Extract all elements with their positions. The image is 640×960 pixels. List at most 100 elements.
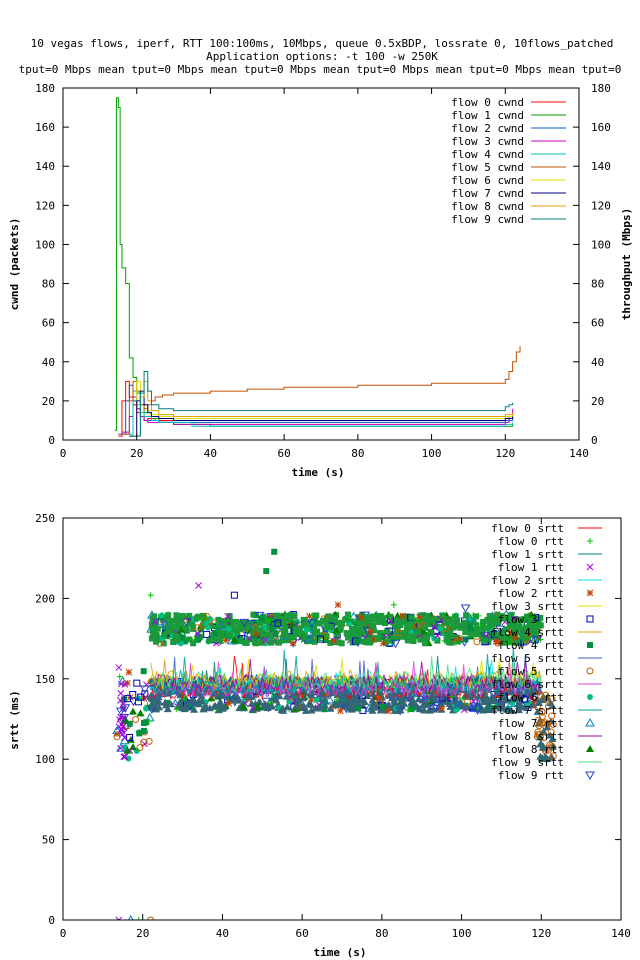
rtt-point [453, 699, 464, 709]
y2-tick-label: 60 [591, 317, 604, 330]
rtt-point [507, 620, 514, 627]
y2-tick-label: 20 [591, 395, 604, 408]
rtt-point [123, 679, 131, 687]
rtt-point [415, 628, 422, 635]
rtt-point [346, 620, 353, 627]
cwnd-series-group [114, 97, 521, 437]
rtt-point [384, 707, 392, 715]
rtt-point [446, 702, 455, 710]
rtt-point [296, 625, 303, 632]
rtt-point [181, 702, 190, 710]
rtt-point [251, 638, 258, 645]
rtt-point [345, 704, 354, 712]
srtt-series-line-7 [150, 646, 542, 695]
rtt-point [434, 696, 445, 706]
rtt-point [380, 615, 387, 622]
rtt-point [462, 702, 469, 709]
rtt-point [454, 617, 461, 624]
rtt-point [548, 742, 557, 750]
rtt-point [161, 631, 168, 638]
rtt-point [198, 697, 207, 705]
rtt-point [541, 719, 549, 727]
rtt-point [384, 701, 393, 709]
legend-entry: flow 6 srtt [491, 678, 564, 691]
rtt-point [448, 639, 455, 646]
rtt-point [496, 614, 503, 621]
rtt-point [537, 739, 546, 747]
rtt-point [220, 703, 229, 711]
rtt-point [151, 633, 158, 640]
rtt-point [243, 639, 250, 646]
rtt-point [132, 716, 140, 724]
rtt-point [393, 629, 400, 636]
rtt-point [379, 633, 386, 640]
rtt-point [479, 632, 486, 639]
rtt-point [211, 701, 220, 709]
rtt-point [490, 695, 499, 703]
legend-entry: flow 3 srtt [491, 600, 564, 613]
rtt-point [398, 698, 407, 706]
rtt-point [370, 627, 377, 634]
rtt-point [317, 635, 325, 643]
rtt-point [433, 616, 440, 623]
rtt-point [416, 613, 423, 621]
y-tick-label: 180 [35, 82, 55, 95]
legend-entry: flow 9 srtt [491, 756, 564, 769]
rtt-point [370, 701, 379, 709]
y-tick-label: 200 [35, 592, 55, 605]
y2-tick-label: 180 [591, 82, 611, 95]
rtt-point [282, 630, 289, 637]
rtt-point [501, 638, 508, 645]
rtt-point [393, 611, 402, 619]
y-tick-label: 100 [35, 238, 55, 251]
rtt-point [343, 615, 350, 622]
cwnd-x-axis-label: time (s) [292, 466, 345, 479]
rtt-point [303, 626, 310, 633]
rtt-point [200, 703, 209, 711]
rtt-point [542, 691, 550, 699]
rtt-point [234, 696, 243, 704]
rtt-outlier [230, 591, 238, 599]
rtt-point [486, 631, 493, 638]
srtt-x-axis-label: time (s) [314, 946, 367, 959]
rtt-point [404, 625, 411, 632]
rtt-point [382, 620, 389, 627]
rtt-point [520, 703, 529, 711]
rtt-point [474, 627, 481, 634]
rtt-point [357, 613, 365, 621]
rtt-point [423, 699, 432, 707]
legend-entry: flow 4 cwnd [451, 148, 524, 161]
rtt-point [116, 743, 126, 752]
x-tick-label: 60 [278, 447, 291, 460]
rtt-point [254, 703, 263, 711]
rtt-point [300, 616, 307, 623]
rtt-point [257, 627, 264, 634]
legend-swatch [586, 589, 594, 597]
rtt-point [174, 637, 181, 644]
rtt-point [306, 612, 313, 620]
rtt-point [514, 700, 523, 708]
rtt-point [260, 632, 267, 639]
rtt-point [218, 630, 225, 637]
y2-tick-label: 120 [591, 199, 611, 212]
rtt-point [120, 713, 127, 721]
rtt-point [320, 701, 329, 709]
rtt-point [527, 617, 534, 624]
rtt-point [158, 612, 165, 619]
rtt-point [123, 746, 132, 754]
rtt-point [521, 625, 528, 632]
srtt-y-axis-label: srtt (ms) [8, 690, 21, 750]
legend-entry: flow 1 cwnd [451, 109, 524, 122]
rtt-point [220, 622, 227, 629]
rtt-point [511, 620, 518, 627]
y-tick-label: 160 [35, 121, 55, 134]
rtt-point [307, 706, 316, 714]
rtt-point [516, 639, 523, 646]
rtt-point [401, 619, 408, 626]
x-tick-label: 100 [452, 927, 472, 940]
rtt-point [421, 640, 428, 647]
rtt-point [380, 639, 387, 647]
rtt-point [267, 702, 276, 710]
rtt-point [502, 615, 509, 622]
